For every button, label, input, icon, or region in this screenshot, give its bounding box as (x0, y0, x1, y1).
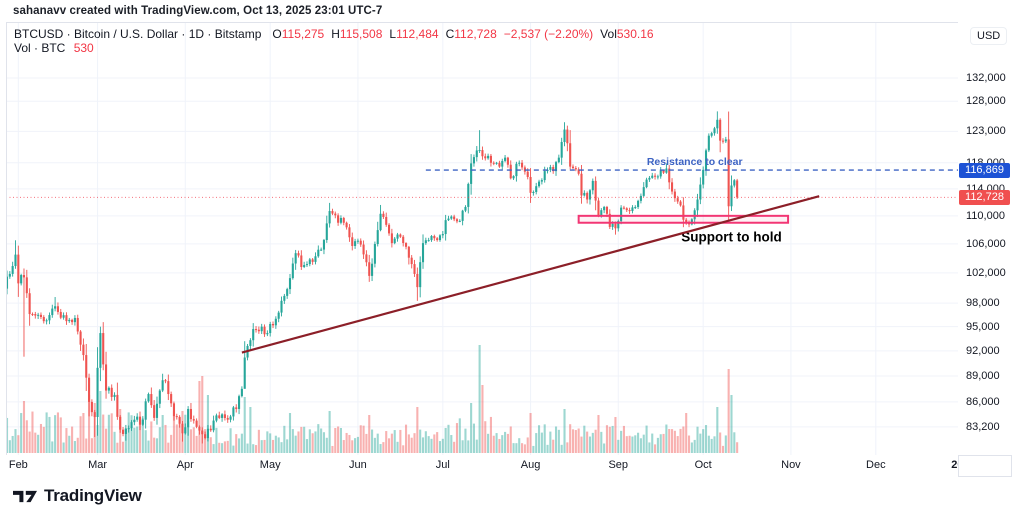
change-value: −2,537 (−2.20%) (503, 27, 594, 41)
time-tick-label: Feb (8, 459, 28, 471)
symbol-title[interactable]: BTCUSD · Bitcoin / U.S. Dollar · 1D · Bi… (14, 27, 262, 41)
brand-name: TradingView (44, 486, 142, 505)
support-label[interactable]: Support to hold (681, 229, 781, 244)
indicator-label[interactable]: Vol · BTC (14, 41, 66, 55)
support-zone-box[interactable] (577, 214, 790, 224)
currency-toggle[interactable]: USD (970, 27, 1008, 45)
time-tick-label: Dec (866, 459, 886, 471)
candles-layer (6, 111, 739, 444)
time-tick-label: Jun (349, 459, 367, 471)
price-tick-label: 86,000 (966, 395, 1000, 408)
gridlines (6, 22, 958, 455)
tradingview-logo-icon (13, 490, 37, 502)
indicator-value: 530 (73, 41, 94, 55)
attribution-text: sahanavv created with TradingView.com, O… (13, 5, 383, 17)
time-tick-label: Mar (88, 459, 108, 471)
time-tick-label: 2026 (951, 459, 958, 471)
ohlc-key: O (272, 27, 282, 41)
time-axis[interactable]: Feb Mar Apr May Jun Jul Aug Sep Oct Nov Dec 2026 (6, 455, 958, 477)
price-tick-label: 123,000 (966, 125, 1006, 138)
ohlc-value: 112,728 (454, 27, 497, 41)
price-tick-label: 102,000 (966, 266, 1006, 279)
volume-key: Vol (600, 27, 617, 41)
price-tick-label: 89,000 (966, 369, 1000, 382)
volume-bars-layer (6, 345, 739, 453)
time-tick-label: Sep (608, 459, 629, 471)
chart-legend: BTCUSD · Bitcoin / U.S. Dollar · 1D · Bi… (14, 27, 654, 55)
price-tick-label: 132,000 (966, 72, 1006, 84)
last-price-badge: 112,728 (959, 189, 1010, 205)
price-tick-label: 95,000 (966, 320, 1000, 333)
ohlc-value: 115,275 (281, 27, 325, 41)
ohlc-values: O115,275 H115,508 L112,484 C112,728 −2,537 (… (265, 27, 653, 41)
ohlc-key: H (331, 27, 340, 41)
resistance-label[interactable]: Resistance to clear (647, 156, 743, 168)
time-tick-label: Nov (781, 459, 801, 471)
time-tick-label: Oct (694, 459, 712, 471)
ohlc-key: C (445, 27, 455, 41)
resistance-price-badge: 116,869 (959, 162, 1010, 178)
price-tick-label: 110,000 (966, 209, 1005, 222)
chart-card (6, 22, 1012, 477)
time-tick-label: May (259, 459, 281, 471)
volume-value: 530.16 (616, 27, 654, 41)
ohlc-key: L (389, 27, 397, 41)
trendline[interactable] (241, 195, 820, 354)
ohlc-value: 115,508 (339, 27, 383, 41)
time-tick-label: Apr (176, 459, 194, 471)
time-tick-label: Jul (435, 459, 450, 471)
drawings-layer: Resistance to clear Support to hold (6, 156, 958, 354)
ohlc-value: 112,484 (396, 27, 439, 41)
price-tick-label: 128,000 (966, 95, 1006, 108)
tradingview-logo[interactable]: TradingView (13, 486, 142, 506)
price-tick-label: 106,000 (966, 237, 1006, 250)
time-tick-label: Aug (520, 459, 541, 471)
price-tick-label: 92,000 (966, 344, 1000, 357)
price-tick-label: 98,000 (966, 297, 1000, 310)
price-axis[interactable]: USD 132,000128,000123,000118,000114,0001… (958, 22, 1012, 455)
price-tick-label: 83,200 (966, 420, 1000, 433)
